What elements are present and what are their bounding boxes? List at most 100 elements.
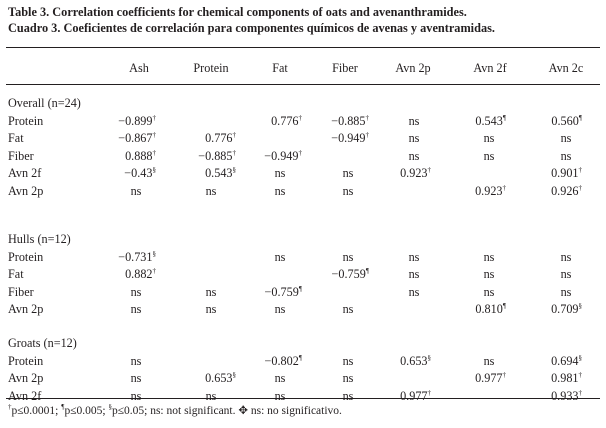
table-cell: 0.543§ — [166, 166, 236, 181]
table-cell: ns — [408, 284, 420, 299]
significance-mark: † — [502, 183, 507, 192]
significance-mark: § — [578, 302, 583, 310]
cell-value: −0.731 — [118, 249, 153, 264]
table-cell: 0.933† — [512, 389, 582, 404]
table-cell: 0.810¶ — [436, 302, 506, 317]
significance-mark: § — [427, 353, 432, 362]
cell-value: 0.543 — [205, 166, 233, 180]
table-cell: ns — [408, 148, 420, 163]
significance-mark: † — [502, 371, 507, 379]
table-cell: ns — [130, 183, 142, 198]
cell-value: 0.709 — [551, 302, 579, 316]
cell-value: 0.933 — [551, 388, 579, 403]
table-cell: ns — [560, 249, 572, 264]
significance-mark: † — [232, 148, 237, 157]
table-cell: 0.977† — [361, 389, 431, 404]
table-cell: ns — [342, 302, 354, 316]
table-cell: ns — [205, 284, 217, 299]
table-cell: ns — [408, 131, 420, 145]
cell-value: 0.981 — [551, 371, 579, 385]
table-cell: −0.731§ — [86, 250, 156, 265]
table-cell: ns — [205, 183, 217, 198]
group-title: Groats (n=12) — [8, 336, 77, 350]
row-label: Fat — [8, 267, 24, 281]
group-title: Overall (n=24) — [8, 96, 81, 110]
cell-value: −0.802 — [264, 353, 299, 368]
row-label: Avn 2p — [8, 371, 44, 385]
significance-mark: † — [152, 267, 157, 275]
row-label: Protein — [8, 249, 44, 264]
table-cell: 0.543¶ — [436, 114, 506, 129]
column-header-avn-2f: Avn 2f — [473, 61, 507, 75]
table-cell: ns — [205, 388, 217, 403]
cell-value: −0.949 — [331, 131, 366, 145]
table-cell: ns — [560, 131, 572, 145]
cell-value: 0.923 — [475, 183, 503, 198]
cell-value: 0.810 — [475, 302, 503, 316]
table-cell: ns — [342, 388, 354, 403]
significance-mark: † — [427, 166, 432, 174]
table-cell: ns — [130, 302, 142, 316]
table-footnote: †p≤0.0001; ¶p≤0.005; §p≤0.05; ns: not si… — [8, 403, 342, 418]
column-header-fat: Fat — [272, 61, 288, 75]
cell-value: 0.977 — [475, 371, 503, 385]
row-label: Fat — [8, 131, 24, 145]
cell-value: −0.949 — [264, 148, 299, 163]
table-cell: 0.888† — [86, 149, 156, 164]
cell-value: 0.888 — [125, 148, 153, 163]
table-cell: ns — [342, 183, 354, 198]
row-label: Avn 2p — [8, 183, 44, 198]
table-cell: ns — [205, 302, 217, 316]
table-cell: −0.899† — [86, 114, 156, 129]
cell-value: −0.43 — [124, 166, 153, 180]
table-cell: ns — [408, 249, 420, 264]
significance-mark: § — [578, 353, 583, 362]
table-cell: 0.694§ — [512, 354, 582, 369]
footnote-text: p≤0.005; — [64, 405, 109, 417]
table-cell: 0.776† — [166, 131, 236, 146]
significance-mark: ¶ — [578, 113, 582, 122]
cell-value: −0.759 — [331, 267, 366, 281]
table-cell: −0.885† — [166, 149, 236, 164]
significance-mark: † — [427, 388, 432, 397]
row-label: Avn 2f — [8, 388, 42, 403]
row-label: Avn 2p — [8, 302, 44, 316]
table-cell: 0.653§ — [166, 371, 236, 386]
table-cell: 0.709§ — [512, 302, 582, 317]
cell-value: 0.923 — [400, 166, 428, 180]
cell-value: 0.901 — [551, 166, 579, 180]
row-label: Protein — [8, 113, 44, 128]
column-header-fiber: Fiber — [332, 61, 358, 75]
table-cell: ns — [274, 388, 286, 403]
table-cell: 0.923† — [436, 184, 506, 199]
table-cell: ns — [130, 284, 142, 299]
table-cell: ns — [560, 267, 572, 281]
table-cell: ns — [560, 148, 572, 163]
significance-mark: † — [578, 371, 583, 379]
table-cell: ns — [408, 267, 420, 281]
table-cell: −0.802¶ — [232, 354, 302, 369]
significance-mark: ¶ — [502, 302, 506, 310]
table-cell: ns — [130, 388, 142, 403]
table-cell: ns — [483, 267, 495, 281]
bottom-rule — [6, 398, 600, 399]
table-cell: 0.882† — [86, 267, 156, 282]
table-cell: ns — [483, 284, 495, 299]
column-header-ash: Ash — [129, 61, 149, 75]
significance-mark: † — [365, 131, 370, 139]
table-cell: ns — [560, 284, 572, 299]
column-header-avn-2p: Avn 2p — [395, 61, 431, 75]
cell-value: 0.653 — [400, 353, 428, 368]
table-cell: ns — [130, 371, 142, 385]
cell-value: 0.543 — [475, 113, 503, 128]
significance-mark: † — [578, 388, 583, 397]
table-cell: ns — [342, 249, 354, 264]
cell-value: 0.926 — [551, 183, 579, 198]
significance-mark: ¶ — [298, 353, 302, 362]
footnote-mark: § — [108, 403, 112, 411]
table-cell: −0.867† — [86, 131, 156, 146]
header-rule — [6, 84, 600, 85]
cell-value: 0.977 — [400, 388, 428, 403]
cell-value: 0.694 — [551, 353, 579, 368]
row-label: Fiber — [8, 148, 34, 163]
